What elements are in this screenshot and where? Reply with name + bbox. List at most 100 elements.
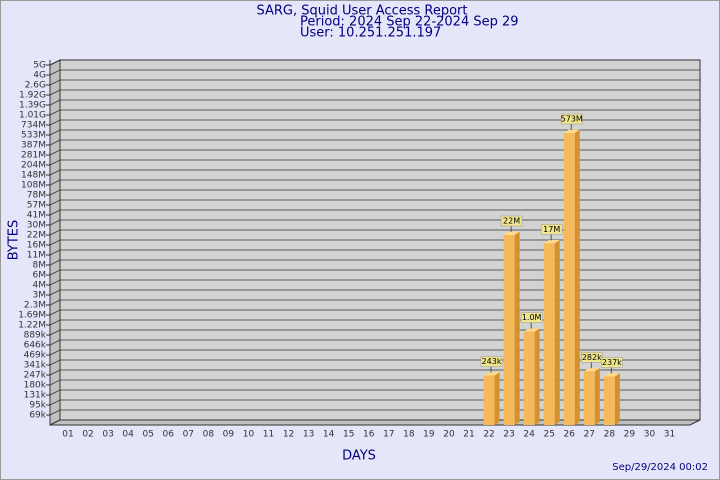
grid-line <box>49 199 61 206</box>
bar-side <box>554 240 560 425</box>
bar-top <box>483 372 500 376</box>
data-label: 282k <box>582 353 602 362</box>
y-tick-label: 131k <box>24 391 47 401</box>
y-tick-label: 1.69M <box>18 311 46 321</box>
chart-title: SARG, Squid User Access Report <box>257 4 468 19</box>
x-tick-label: 30 <box>644 430 656 440</box>
x-tick-label: 22 <box>483 430 494 440</box>
bar-top <box>563 129 580 134</box>
y-tick-label: 734M <box>21 121 46 131</box>
bar-top <box>523 328 540 332</box>
grid-line <box>49 149 61 156</box>
x-tick-label: 07 <box>183 430 194 440</box>
y-tick-label: 387M <box>21 141 46 151</box>
y-tick-label: 69k <box>29 411 46 421</box>
bar <box>603 376 615 425</box>
grid-line <box>49 409 61 416</box>
x-tick-label: 14 <box>323 430 335 440</box>
bar-side <box>514 231 520 425</box>
y-tick-label: 78M <box>27 191 46 201</box>
grid-line <box>49 389 61 396</box>
y-tick-label: 1.22M <box>18 321 46 331</box>
grid-line <box>49 309 61 316</box>
y-tick-label: 469k <box>24 351 47 361</box>
bar-side <box>574 129 580 425</box>
bar <box>583 371 595 425</box>
x-tick-label: 03 <box>102 430 113 440</box>
y-tick-label: 41M <box>27 211 46 221</box>
data-label: 237k <box>602 358 622 367</box>
x-tick-label: 09 <box>223 430 235 440</box>
x-tick-label: 06 <box>163 430 175 440</box>
x-tick-label: 17 <box>383 430 394 440</box>
x-tick-label: 10 <box>243 430 255 440</box>
data-label: 22M <box>503 217 520 226</box>
bar-side <box>534 328 540 425</box>
y-tick-label: 108M <box>21 181 46 191</box>
grid-line <box>49 109 61 116</box>
x-tick-label: 12 <box>283 430 294 440</box>
x-tick-label: 05 <box>142 430 153 440</box>
x-tick-label: 21 <box>463 430 474 440</box>
y-tick-label: 247k <box>24 371 47 381</box>
grid-line <box>49 359 61 366</box>
label-box <box>500 215 523 227</box>
grid-line <box>49 129 61 136</box>
plot-floor <box>49 419 701 426</box>
x-tick-label: 24 <box>523 430 535 440</box>
bar-top <box>583 367 600 372</box>
grid-line <box>49 299 61 306</box>
y-tick-label: 5G <box>33 61 46 71</box>
x-tick-label: 18 <box>403 430 415 440</box>
grid-line <box>49 369 61 376</box>
bar-side <box>494 372 500 425</box>
y-tick-label: 57M <box>27 201 46 211</box>
label-box <box>561 113 583 125</box>
x-tick-label: 16 <box>363 430 375 440</box>
grid-line <box>49 179 61 186</box>
grid-line <box>49 139 61 146</box>
grid-line <box>49 399 61 406</box>
y-tick-label: 180k <box>24 381 47 391</box>
y-tick-label: 2.6G <box>25 81 46 91</box>
grid-line <box>49 89 61 96</box>
chart-subtitle: Period: 2024 Sep 22-2024 Sep 29 <box>300 15 519 30</box>
grid-line <box>49 79 61 86</box>
y-tick-label: 889k <box>24 331 47 341</box>
data-label: 573M <box>561 115 583 124</box>
timestamp: Sep/29/2024 00:02 <box>612 462 708 473</box>
x-tick-label: 04 <box>122 430 134 440</box>
bar <box>483 375 495 425</box>
grid-line <box>49 379 61 386</box>
data-label: 17M <box>543 225 560 234</box>
x-tick-label: 20 <box>443 430 455 440</box>
y-tick-label: 95k <box>29 401 46 411</box>
grid-line <box>49 319 61 326</box>
grid-line <box>49 119 61 126</box>
grid-line <box>49 69 61 76</box>
y-tick-label: 281M <box>21 151 46 161</box>
y-tick-label: 341k <box>24 361 47 371</box>
bar-top <box>603 373 620 377</box>
grid-line <box>49 169 61 176</box>
x-tick-label: 15 <box>343 430 354 440</box>
data-label: 243k <box>482 357 502 366</box>
label-box <box>540 224 563 235</box>
grid-line <box>49 159 61 166</box>
data-label: 1.0M <box>522 313 542 322</box>
bar <box>543 243 555 425</box>
y-tick-label: 646k <box>24 341 47 351</box>
y-tick-label: 1.01G <box>19 111 46 121</box>
y-tick-label: 11M <box>27 251 46 261</box>
grid-line <box>49 209 61 216</box>
bar-side <box>614 373 620 425</box>
grid-line <box>49 259 61 266</box>
grid-line <box>49 329 61 336</box>
y-tick-label: 8M <box>33 261 47 271</box>
bar-side <box>594 367 600 425</box>
grid-line <box>49 189 61 196</box>
x-tick-label: 13 <box>303 430 314 440</box>
grid-line <box>49 339 61 346</box>
grid-line <box>49 99 61 106</box>
